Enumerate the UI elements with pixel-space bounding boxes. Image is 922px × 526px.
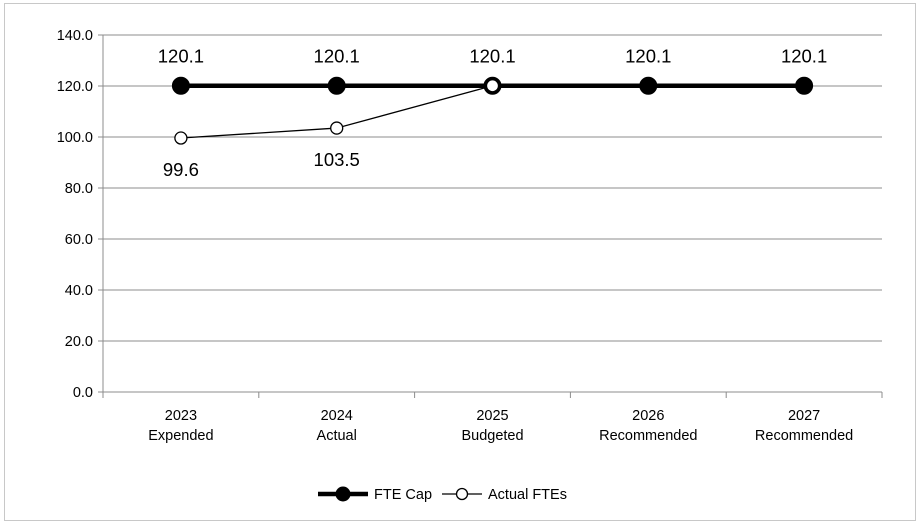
data-point	[795, 76, 814, 95]
data-point	[639, 76, 658, 95]
data-point	[327, 76, 346, 95]
series-group	[171, 76, 814, 145]
x-tick-label: 2025 Budgeted	[461, 408, 523, 444]
data-point	[485, 79, 500, 93]
data-label: 120.1	[158, 46, 204, 67]
data-label: 120.1	[469, 46, 515, 67]
y-tick-label: 60.0	[65, 232, 93, 248]
data-point	[330, 121, 344, 135]
y-tick-label: 120.0	[57, 79, 93, 95]
legend-label: Actual FTEs	[488, 487, 567, 503]
x-tick-label: 2024 Actual	[317, 408, 357, 444]
data-label: 99.6	[163, 159, 199, 180]
x-tick-label: 2026 Recommended	[599, 408, 697, 444]
y-tick-label: 20.0	[65, 334, 93, 350]
y-tick-label: 100.0	[57, 130, 93, 146]
chart-frame	[4, 3, 916, 521]
data-label: 120.1	[314, 46, 360, 67]
y-axis-ticks: 0.0 20.0 40.0 60.0 80.0 100.0 120.0 140.0	[57, 28, 93, 401]
y-tick-label: 40.0	[65, 283, 93, 299]
y-tick-label: 80.0	[65, 181, 93, 197]
x-tick-label: 2023 Expended	[148, 408, 213, 444]
x-tick-label: 2027 Recommended	[755, 408, 853, 444]
y-tick-label: 140.0	[57, 28, 93, 44]
data-label: 120.1	[625, 46, 671, 67]
data-label: 120.1	[781, 46, 827, 67]
x-axis-ticks: 2023 Expended 2024 Actual 2025 Budgeted 2026 Re…	[148, 408, 853, 444]
axes	[98, 34, 883, 398]
y-tick-label: 0.0	[73, 385, 93, 401]
data-point	[171, 76, 190, 95]
legend: FTE Cap Actual FTEs	[318, 486, 567, 503]
legend-label: FTE Cap	[374, 487, 432, 503]
data-label: 103.5	[314, 149, 360, 170]
data-point	[174, 131, 188, 145]
legend-marker	[335, 486, 351, 502]
legend-marker	[455, 487, 469, 501]
data-labels: 120.1 120.1 120.1 120.1 120.1 99.6 103.5	[158, 46, 827, 180]
